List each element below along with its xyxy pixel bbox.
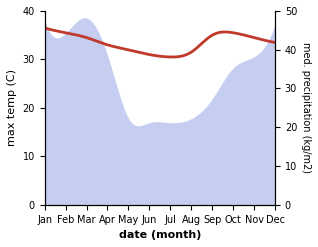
Y-axis label: med. precipitation (kg/m2): med. precipitation (kg/m2)	[301, 42, 311, 173]
X-axis label: date (month): date (month)	[119, 230, 201, 240]
Y-axis label: max temp (C): max temp (C)	[7, 69, 17, 146]
